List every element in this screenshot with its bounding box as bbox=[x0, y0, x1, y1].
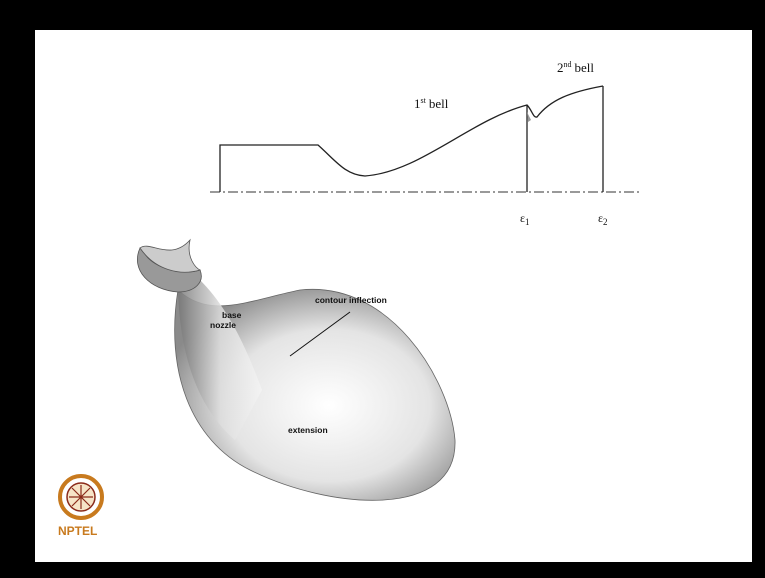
sup: st bbox=[421, 96, 427, 105]
logo-spokes bbox=[69, 485, 93, 509]
slide-screen: 1stbell 2ndbell ε1 ε2 contour inflection… bbox=[0, 0, 765, 578]
base-label-1: base bbox=[222, 310, 242, 320]
sup: nd bbox=[564, 60, 572, 69]
word: bell bbox=[575, 60, 595, 75]
extension-label: extension bbox=[288, 425, 328, 435]
page: 1stbell 2ndbell ε1 ε2 contour inflection… bbox=[0, 0, 765, 578]
logo-text: NPTEL bbox=[58, 524, 97, 538]
base-label-2: nozzle bbox=[210, 320, 236, 330]
inflection-label: contour inflection bbox=[315, 295, 387, 305]
word: bell bbox=[429, 96, 449, 111]
sub: 2 bbox=[603, 217, 608, 227]
sub: 1 bbox=[525, 217, 530, 227]
